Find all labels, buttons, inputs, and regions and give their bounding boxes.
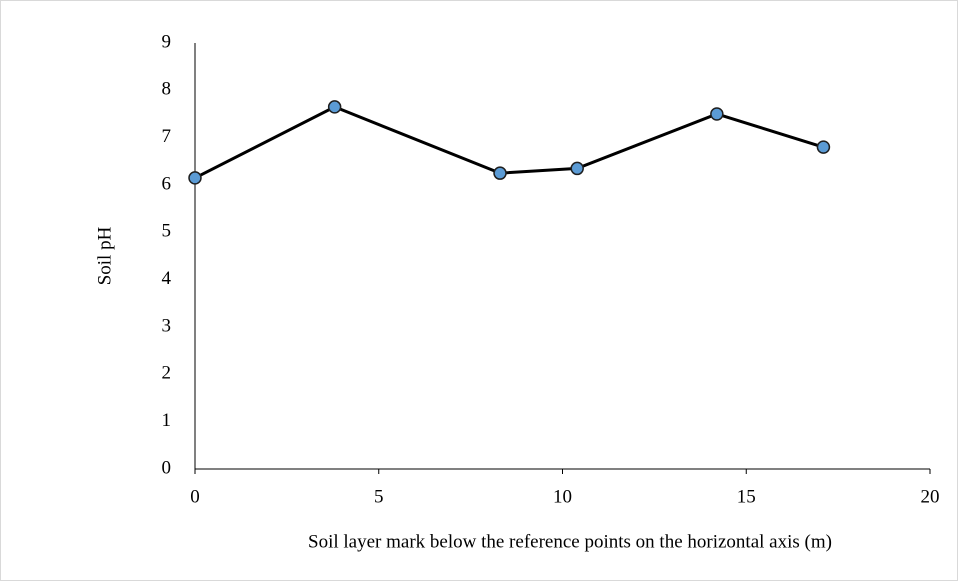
y-tick-label: 8 xyxy=(162,79,172,100)
y-tick-label: 1 xyxy=(162,410,172,431)
x-tick-label: 20 xyxy=(921,486,940,507)
x-tick-label: 5 xyxy=(374,486,384,507)
data-point xyxy=(816,140,831,154)
data-point xyxy=(570,161,584,176)
y-axis-title: Soil pH xyxy=(94,226,115,285)
y-tick-label: 4 xyxy=(162,268,172,289)
y-tick-label: 3 xyxy=(162,315,172,336)
y-tick-label: 2 xyxy=(162,363,172,384)
data-point xyxy=(493,166,507,180)
x-axis-title: Soil layer mark below the reference poin… xyxy=(308,531,832,552)
y-tick-label: 0 xyxy=(162,457,172,478)
x-tick-label: 15 xyxy=(737,486,756,507)
data-point xyxy=(710,107,724,121)
y-tick-label: 7 xyxy=(162,126,172,147)
data-point xyxy=(188,171,202,185)
data-line xyxy=(194,105,824,180)
y-tick-label: 6 xyxy=(162,173,172,194)
x-tick-label: 10 xyxy=(553,486,572,507)
data-point xyxy=(327,100,342,114)
x-tick-label: 0 xyxy=(190,486,200,507)
y-tick-label: 9 xyxy=(162,31,172,52)
y-tick-label: 5 xyxy=(162,221,172,242)
